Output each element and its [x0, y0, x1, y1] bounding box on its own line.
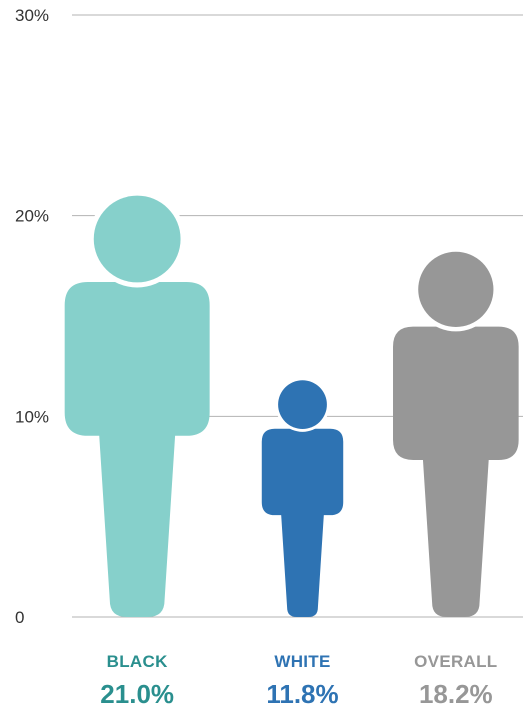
category-label: OVERALL: [414, 652, 497, 671]
category-label: BLACK: [107, 652, 168, 671]
person-mark: [261, 377, 344, 617]
value-label: 11.8%: [266, 679, 338, 706]
person-body: [261, 428, 344, 617]
y-tick-label: 0: [15, 608, 24, 627]
person-head: [93, 195, 181, 283]
y-tick-label: 10%: [15, 407, 49, 426]
category-label: WHITE: [274, 652, 330, 671]
value-label: 18.2%: [419, 679, 493, 706]
person-body: [64, 281, 210, 617]
person-mark: [393, 247, 519, 617]
person-head: [278, 380, 327, 429]
y-axis: 0 10% 20% 30%: [15, 6, 49, 627]
category-labels: BLACK 21.0% WHITE 11.8% OVERALL 18.2%: [100, 652, 497, 706]
value-label: 21.0%: [100, 679, 174, 706]
person-mark: [64, 190, 210, 617]
person-head: [418, 251, 494, 328]
person-body: [393, 326, 519, 617]
y-tick-label: 30%: [15, 6, 49, 25]
person-marks: [64, 190, 519, 617]
y-tick-label: 20%: [15, 207, 49, 226]
